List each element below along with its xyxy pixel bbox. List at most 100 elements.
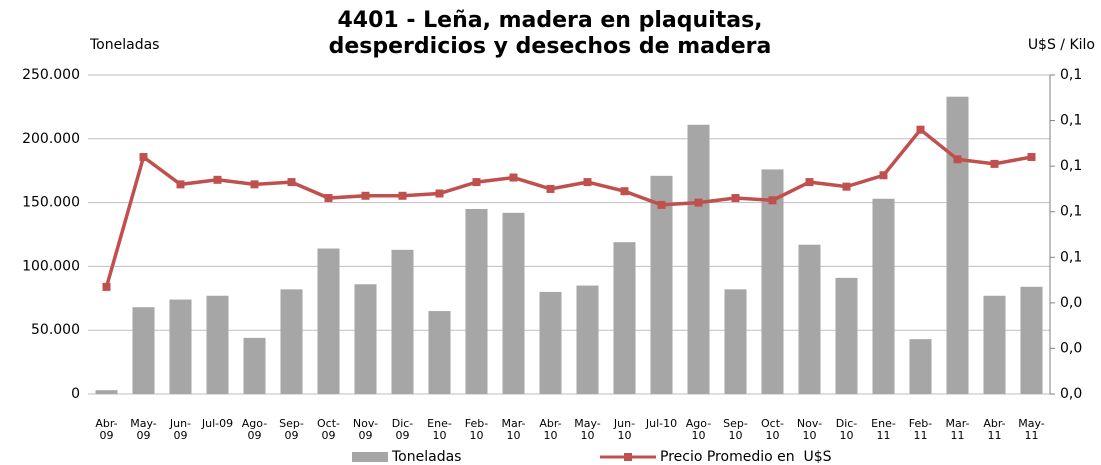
marker — [731, 194, 740, 203]
bar — [650, 175, 673, 394]
y2-tick-label: 0,0 — [1060, 340, 1082, 356]
line — [104, 127, 1032, 288]
x-tick-label: Nov-10 — [796, 417, 823, 442]
marker — [805, 178, 814, 187]
marker — [953, 155, 962, 164]
bar — [909, 339, 932, 394]
marker — [657, 200, 666, 209]
x-tick-label: Feb-11 — [908, 417, 933, 442]
x-tick-label: Jul-09 — [201, 417, 234, 430]
marker — [287, 178, 296, 187]
y2-axis-label: U$S / Kilo — [1028, 37, 1095, 53]
marker — [916, 125, 925, 134]
x-tick-label: May-10 — [574, 417, 601, 442]
x-tick-label: Dic-10 — [835, 417, 858, 442]
bar — [95, 390, 118, 394]
bar — [1020, 286, 1043, 394]
x-tick-label: Feb-10 — [464, 417, 489, 442]
bar — [502, 212, 525, 394]
marker — [990, 159, 999, 168]
y2-tick-label: 0,0 — [1060, 295, 1082, 311]
marker — [546, 184, 555, 193]
y-axis-label: Toneladas — [89, 37, 159, 53]
x-tick-label: May-09 — [130, 417, 157, 442]
y2-tick-label: 0,0 — [1060, 386, 1082, 402]
marker — [102, 282, 111, 291]
x-tick-label: Oct-09 — [317, 417, 340, 442]
x-tick-label: Sep-10 — [723, 417, 748, 442]
y2-tick-label: 0,1 — [1060, 204, 1082, 220]
legend-marker — [624, 453, 632, 461]
x-tick-label: Ago-09 — [241, 417, 268, 442]
marker — [842, 182, 851, 191]
y2-tick-label: 0,1 — [1060, 113, 1082, 129]
chart-title: 4401 - Leña, madera en plaquitas, desper… — [328, 8, 772, 59]
marker — [879, 171, 888, 180]
x-tick-label: Abr-10 — [539, 417, 562, 442]
x-tick-label: Ene-10 — [427, 417, 452, 442]
bar — [761, 169, 784, 394]
marker — [509, 173, 518, 182]
legend-label: Precio Promedio en U$S — [660, 449, 832, 465]
x-tick-label: Abr-11 — [983, 417, 1006, 442]
x-tick-label: Jun-09 — [169, 417, 192, 442]
bar — [576, 285, 599, 394]
bar — [872, 198, 895, 394]
bar — [391, 249, 414, 394]
x-tick-label: Ago-10 — [685, 417, 712, 442]
bar — [317, 248, 340, 394]
x-tick-label: Jul-10 — [645, 417, 678, 430]
marker — [435, 189, 444, 198]
y-tick-label: 200.000 — [22, 131, 80, 147]
bar — [354, 284, 377, 394]
legend-swatch — [352, 452, 388, 462]
y-tick-label: 150.000 — [22, 195, 80, 211]
bar — [539, 291, 562, 394]
marker — [250, 180, 259, 189]
y2-tick-label: 0,1 — [1060, 158, 1082, 174]
marker — [583, 178, 592, 187]
bar — [724, 289, 747, 394]
bar — [983, 295, 1006, 394]
marker — [768, 196, 777, 205]
bar — [243, 337, 266, 394]
x-tick-label: Mar-10 — [501, 417, 526, 442]
bar — [613, 242, 636, 394]
marker — [620, 187, 629, 196]
bar — [835, 277, 858, 394]
x-tick-label: Jun-10 — [613, 417, 636, 442]
x-tick-label: Sep-09 — [279, 417, 304, 442]
marker — [324, 194, 333, 203]
y2-tick-label: 0,1 — [1060, 249, 1082, 265]
x-tick-label: Mar-11 — [945, 417, 970, 442]
bar — [280, 289, 303, 394]
bar — [465, 208, 488, 394]
y-tick-label: 250.000 — [22, 67, 80, 83]
bar — [946, 96, 969, 394]
x-tick-label: Ene-11 — [871, 417, 896, 442]
bar — [132, 307, 155, 394]
marker — [398, 191, 407, 200]
marker — [176, 180, 185, 189]
y-tick-label: 0 — [71, 386, 80, 402]
marker — [694, 198, 703, 207]
x-tick-label: May-11 — [1018, 417, 1045, 442]
x-tick-label: Oct-10 — [761, 417, 784, 442]
marker — [139, 153, 148, 162]
bar — [687, 124, 710, 394]
x-tick-label: Nov-09 — [352, 417, 379, 442]
bar — [798, 244, 821, 394]
legend-label: Toneladas — [391, 449, 461, 465]
marker — [213, 175, 222, 184]
y-tick-label: 100.000 — [22, 258, 80, 274]
y-tick-label: 50.000 — [31, 322, 80, 338]
x-tick-label: Abr-09 — [95, 417, 118, 442]
bar — [428, 311, 451, 394]
marker — [472, 178, 481, 187]
bar — [169, 299, 192, 394]
marker — [361, 191, 370, 200]
bar — [206, 295, 229, 394]
x-tick-label: Dic-09 — [391, 417, 414, 442]
